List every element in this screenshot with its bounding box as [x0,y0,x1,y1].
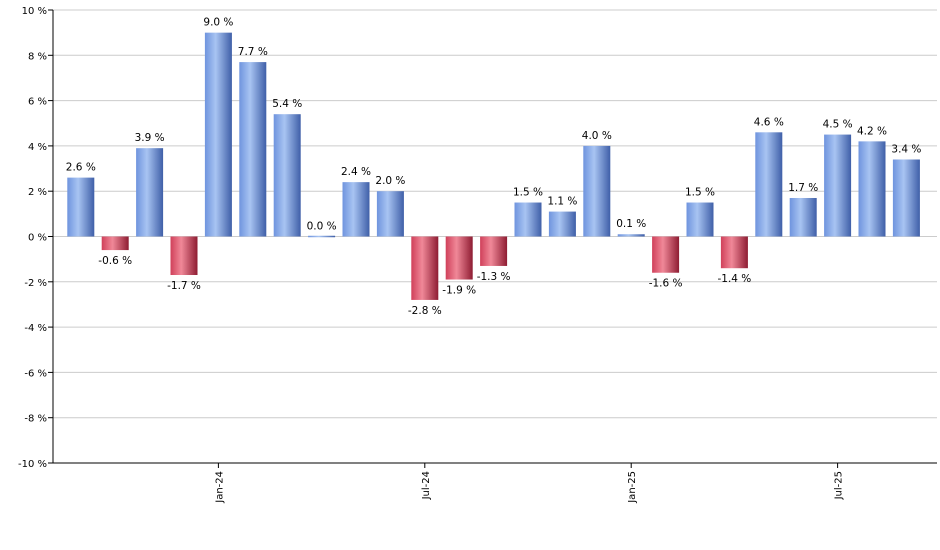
bar-value-label: 1.7 % [788,182,818,194]
y-axis-ticks: 10 % 8 % 6 % 4 % 2 % 0 % -2 % -4 % -6 % -8 % -10 % [18,6,53,470]
bar-value-label: 2.4 % [341,166,371,178]
bar [170,236,198,276]
bar-value-label: 1.1 % [547,196,577,208]
bar [514,202,542,237]
bar [755,132,783,237]
bar [824,134,852,237]
bar-value-label: -1.3 % [477,271,511,283]
bar-value-label: -1.9 % [442,285,476,297]
bar [411,236,439,300]
bar-value-label: 3.9 % [135,132,165,144]
y-tick-label: -10 % [18,459,47,470]
x-tick-label: Jan-24 [214,471,225,504]
bar [136,148,164,237]
bar-value-label: 3.4 % [891,143,921,155]
bar-value-label: 2.6 % [66,162,96,174]
bar [548,211,576,237]
bar [480,236,508,266]
bar [617,234,645,237]
bar [308,235,336,238]
bar [686,202,714,237]
x-tick-label: Jan-25 [627,471,638,504]
x-axis-ticks: Jan-24 Jul-24 Jan-25 Jul-25 [214,463,845,504]
bar [583,145,611,237]
bar-value-label: -1.6 % [649,278,683,290]
bar-value-label: -1.7 % [167,280,201,292]
bar [858,141,886,237]
bar-value-label: 1.5 % [513,187,543,199]
x-tick-label: Jul-25 [834,471,845,500]
bar [67,177,95,237]
y-tick-label: 6 % [28,97,47,108]
bar-value-label: 1.5 % [685,187,715,199]
bar-value-label: 4.0 % [582,130,612,142]
bar-labels: 2.6 % -0.6 % 3.9 % -1.7 % 9.0 % 7.7 % 5.4 % 0.0… [66,17,922,317]
bar [273,114,301,237]
y-tick-label: 8 % [28,51,47,62]
y-tick-label: -8 % [24,414,47,425]
y-tick-label: -6 % [24,368,47,379]
bar [720,236,748,269]
y-tick-label: 0 % [28,233,47,244]
bar [342,182,370,237]
y-tick-label: 2 % [28,187,47,198]
bar-value-label: 0.1 % [616,218,646,230]
y-tick-label: 10 % [22,6,47,17]
bar [239,62,267,237]
bar [789,197,817,237]
bar-value-label: 7.7 % [238,46,268,58]
bar [892,159,920,237]
bar [376,191,404,237]
bars [67,32,920,300]
bar [204,32,232,237]
bar-value-label: 0.0 % [307,221,337,233]
bar [652,236,680,273]
y-tick-label: -2 % [24,278,47,289]
bar-value-label: 4.6 % [754,116,784,128]
x-tick-label: Jul-24 [421,471,432,500]
bar-value-label: -2.8 % [408,305,442,317]
bar-value-label: 2.0 % [375,175,405,187]
bar [101,236,129,251]
bar-value-label: 5.4 % [272,98,302,110]
bar-value-label: 4.2 % [857,125,887,137]
bar-value-label: -0.6 % [98,255,132,267]
y-tick-label: -4 % [24,323,47,334]
bar-value-label: 9.0 % [203,17,233,29]
bar-value-label: 4.5 % [823,119,853,131]
bar [445,236,473,280]
bar-value-label: -1.4 % [717,273,751,285]
y-tick-label: 4 % [28,142,47,153]
